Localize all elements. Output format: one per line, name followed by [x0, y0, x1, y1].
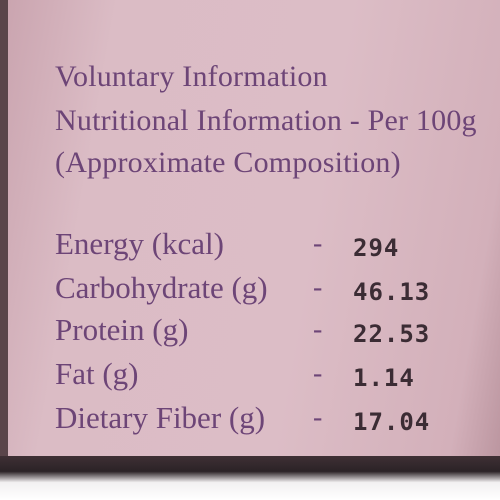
nutrient-row: Fat (g) - 1.14	[55, 356, 500, 396]
header-line: (Approximate Composition)	[55, 146, 401, 179]
nutrient-name: Dietary Fiber (g)	[55, 400, 266, 435]
nutrient-name: Protein (g)	[55, 312, 189, 347]
nutrient-value: 17.04	[353, 408, 431, 436]
nutrient-value: 46.13	[353, 278, 431, 306]
nutrient-row: Dietary Fiber (g) - 17.04	[55, 400, 500, 440]
package-edge	[0, 456, 500, 500]
nutrient-name: Fat (g)	[55, 356, 139, 391]
nutrient-row: Protein (g) - 22.53	[55, 312, 500, 352]
nutrient-name: Carbohydrate (g)	[55, 270, 268, 305]
nutrient-row: Carbohydrate (g) - 46.13	[55, 270, 500, 310]
header-line: Nutritional Information - Per 100g	[55, 104, 477, 137]
separator: -	[313, 358, 323, 389]
package-edge	[0, 0, 8, 500]
separator: -	[313, 228, 323, 259]
nutrient-name: Energy (kcal)	[55, 226, 224, 261]
nutrient-row: Energy (kcal) - 294	[55, 226, 500, 266]
nutrient-value: 294	[353, 234, 400, 262]
separator: -	[313, 402, 323, 433]
separator: -	[313, 272, 323, 303]
header-line: Voluntary Information	[55, 60, 328, 93]
nutrient-value: 1.14	[353, 364, 415, 392]
nutrient-value: 22.53	[353, 320, 431, 348]
separator: -	[313, 314, 323, 345]
